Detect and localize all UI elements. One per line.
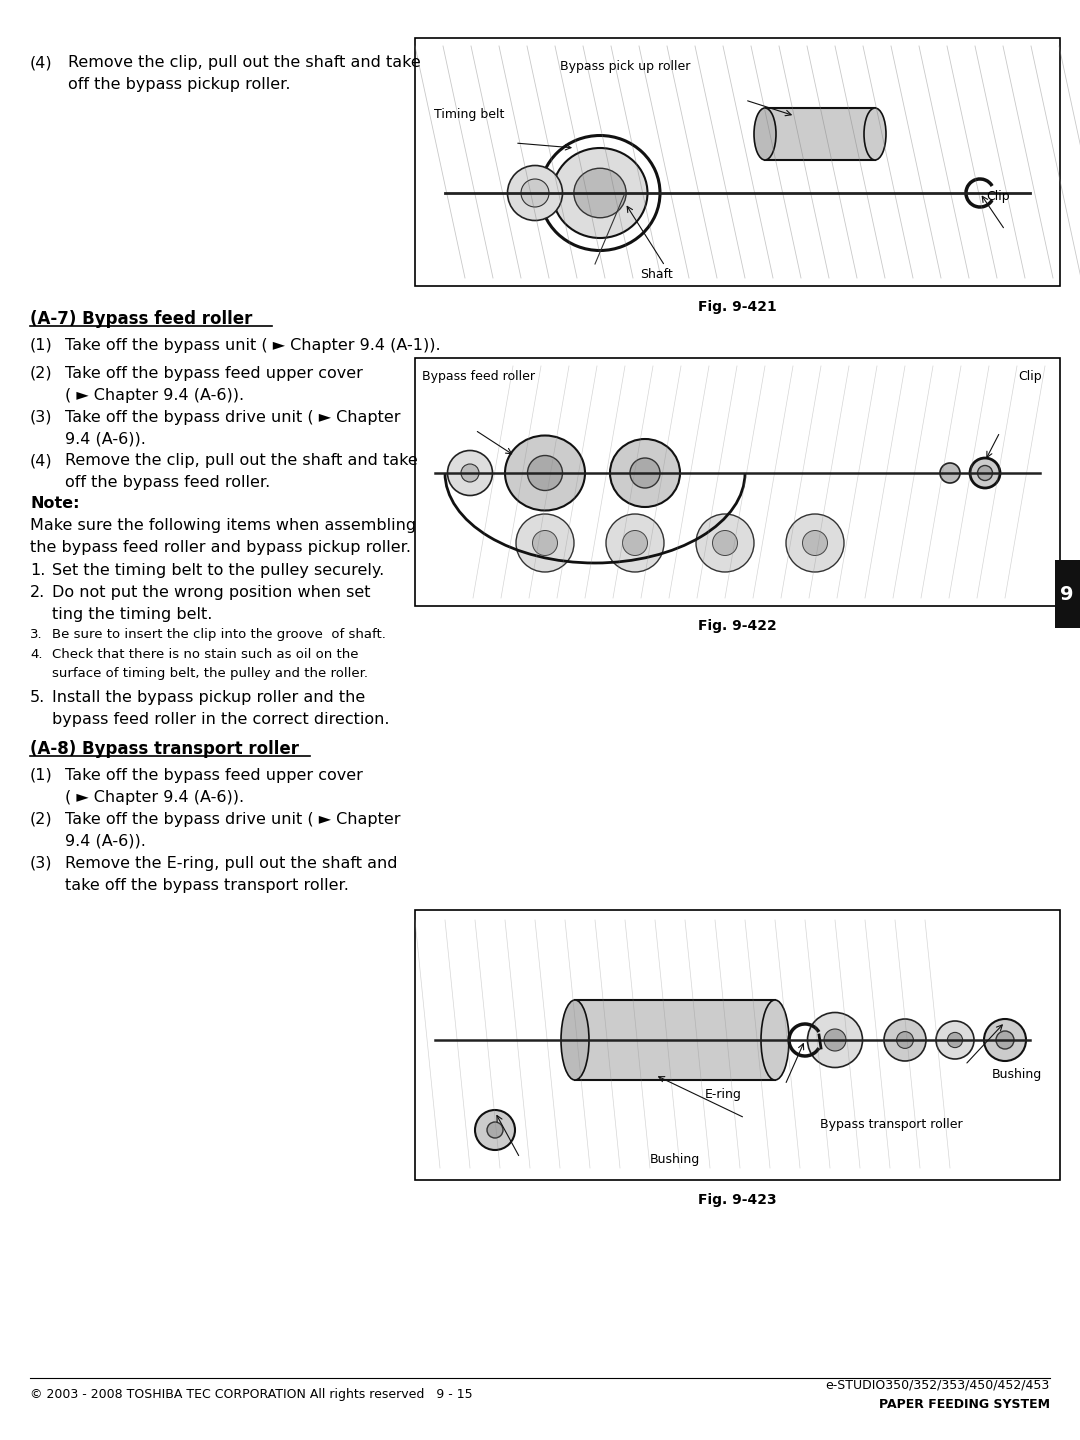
Ellipse shape: [508, 166, 563, 220]
Text: © 2003 - 2008 TOSHIBA TEC CORPORATION All rights reserved   9 - 15: © 2003 - 2008 TOSHIBA TEC CORPORATION Al…: [30, 1388, 473, 1401]
Text: Take off the bypass feed upper cover: Take off the bypass feed upper cover: [65, 366, 363, 382]
Ellipse shape: [936, 1021, 974, 1058]
Ellipse shape: [802, 530, 827, 556]
Ellipse shape: [622, 530, 648, 556]
Bar: [415, 37, 1059, 287]
Ellipse shape: [475, 1110, 515, 1151]
Ellipse shape: [786, 514, 843, 572]
Text: Shaft: Shaft: [640, 268, 673, 281]
Text: (3): (3): [30, 855, 53, 871]
Text: Take off the bypass feed upper cover: Take off the bypass feed upper cover: [65, 768, 363, 783]
Text: Make sure the following items when assembling: Make sure the following items when assem…: [30, 518, 416, 533]
Text: 4.: 4.: [30, 648, 42, 661]
Ellipse shape: [896, 1031, 914, 1048]
Text: (4): (4): [30, 454, 53, 468]
Text: E-ring: E-ring: [705, 1089, 742, 1102]
Ellipse shape: [487, 1122, 503, 1138]
Text: Bushing: Bushing: [991, 1068, 1042, 1081]
Ellipse shape: [516, 514, 573, 572]
Text: (2): (2): [30, 812, 53, 827]
Text: (2): (2): [30, 366, 53, 382]
Text: off the bypass pickup roller.: off the bypass pickup roller.: [68, 76, 291, 92]
Text: Be sure to insert the clip into the groove  of shaft.: Be sure to insert the clip into the groo…: [52, 628, 386, 641]
Text: Bushing: Bushing: [650, 1153, 700, 1166]
Text: off the bypass feed roller.: off the bypass feed roller.: [65, 475, 270, 490]
Ellipse shape: [553, 148, 648, 238]
Ellipse shape: [754, 108, 777, 160]
Ellipse shape: [521, 179, 549, 207]
Text: (4): (4): [30, 55, 53, 71]
Bar: [765, 108, 875, 160]
Text: Note:: Note:: [30, 495, 80, 511]
Bar: [415, 910, 1059, 1179]
Text: Remove the clip, pull out the shaft and take: Remove the clip, pull out the shaft and …: [68, 55, 421, 71]
Text: Timing belt: Timing belt: [434, 108, 504, 121]
Text: (1): (1): [30, 768, 53, 783]
Text: surface of timing belt, the pulley and the roller.: surface of timing belt, the pulley and t…: [52, 667, 368, 680]
Text: e-STUDIO350/352/353/450/452/453: e-STUDIO350/352/353/450/452/453: [826, 1378, 1050, 1391]
Text: Remove the E-ring, pull out the shaft and: Remove the E-ring, pull out the shaft an…: [65, 855, 397, 871]
Text: Bypass transport roller: Bypass transport roller: [820, 1117, 962, 1130]
Text: Bypass feed roller: Bypass feed roller: [422, 370, 535, 383]
Text: Clip: Clip: [986, 190, 1010, 203]
Ellipse shape: [808, 1012, 863, 1067]
Text: ( ► Chapter 9.4 (A-6)).: ( ► Chapter 9.4 (A-6)).: [65, 791, 244, 805]
Ellipse shape: [532, 530, 557, 556]
Bar: [575, 999, 775, 1080]
Ellipse shape: [447, 451, 492, 495]
Ellipse shape: [761, 999, 789, 1080]
Ellipse shape: [505, 435, 585, 511]
Text: Do not put the wrong position when set: Do not put the wrong position when set: [52, 585, 370, 600]
Text: bypass feed roller in the correct direction.: bypass feed roller in the correct direct…: [52, 711, 390, 727]
Text: take off the bypass transport roller.: take off the bypass transport roller.: [65, 878, 349, 893]
Text: Take off the bypass unit ( ► Chapter 9.4 (A-1)).: Take off the bypass unit ( ► Chapter 9.4…: [65, 338, 441, 353]
Text: Fig. 9-422: Fig. 9-422: [698, 619, 777, 634]
Bar: [1055, 560, 1080, 628]
Text: 3.: 3.: [30, 628, 42, 641]
Text: 9.4 (A-6)).: 9.4 (A-6)).: [65, 432, 146, 446]
Ellipse shape: [606, 514, 664, 572]
Text: Fig. 9-423: Fig. 9-423: [698, 1192, 777, 1207]
Text: Remove the clip, pull out the shaft and take: Remove the clip, pull out the shaft and …: [65, 454, 418, 468]
Text: 2.: 2.: [30, 585, 45, 600]
Bar: [415, 359, 1059, 606]
Ellipse shape: [984, 1020, 1026, 1061]
Text: Install the bypass pickup roller and the: Install the bypass pickup roller and the: [52, 690, 365, 706]
Ellipse shape: [970, 458, 1000, 488]
Text: 9.4 (A-6)).: 9.4 (A-6)).: [65, 834, 146, 850]
Text: 5.: 5.: [30, 690, 45, 706]
Text: ( ► Chapter 9.4 (A-6)).: ( ► Chapter 9.4 (A-6)).: [65, 387, 244, 403]
Ellipse shape: [610, 439, 680, 507]
Text: Check that there is no stain such as oil on the: Check that there is no stain such as oil…: [52, 648, 359, 661]
Text: Take off the bypass drive unit ( ► Chapter: Take off the bypass drive unit ( ► Chapt…: [65, 410, 401, 425]
Text: (A-8) Bypass transport roller: (A-8) Bypass transport roller: [30, 740, 299, 757]
Ellipse shape: [561, 999, 589, 1080]
Text: Take off the bypass drive unit ( ► Chapter: Take off the bypass drive unit ( ► Chapt…: [65, 812, 401, 827]
Ellipse shape: [713, 530, 738, 556]
Ellipse shape: [885, 1020, 926, 1061]
Text: ting the timing belt.: ting the timing belt.: [52, 608, 213, 622]
Ellipse shape: [630, 458, 660, 488]
Text: Clip: Clip: [1018, 370, 1042, 383]
Ellipse shape: [864, 108, 886, 160]
Text: the bypass feed roller and bypass pickup roller.: the bypass feed roller and bypass pickup…: [30, 540, 411, 554]
Ellipse shape: [824, 1030, 846, 1051]
Ellipse shape: [947, 1032, 962, 1048]
Ellipse shape: [696, 514, 754, 572]
Ellipse shape: [527, 455, 563, 491]
Ellipse shape: [940, 464, 960, 482]
Text: 1.: 1.: [30, 563, 45, 577]
Text: (3): (3): [30, 410, 53, 425]
Text: Fig. 9-421: Fig. 9-421: [698, 300, 777, 314]
Text: Bypass pick up roller: Bypass pick up roller: [561, 60, 690, 73]
Ellipse shape: [573, 168, 626, 217]
Text: Set the timing belt to the pulley securely.: Set the timing belt to the pulley secure…: [52, 563, 384, 577]
Text: 9: 9: [1061, 585, 1074, 603]
Text: (1): (1): [30, 338, 53, 353]
Ellipse shape: [461, 464, 480, 482]
Ellipse shape: [996, 1031, 1014, 1048]
Text: PAPER FEEDING SYSTEM: PAPER FEEDING SYSTEM: [879, 1398, 1050, 1411]
Ellipse shape: [977, 465, 993, 481]
Text: (A-7) Bypass feed roller: (A-7) Bypass feed roller: [30, 310, 253, 328]
